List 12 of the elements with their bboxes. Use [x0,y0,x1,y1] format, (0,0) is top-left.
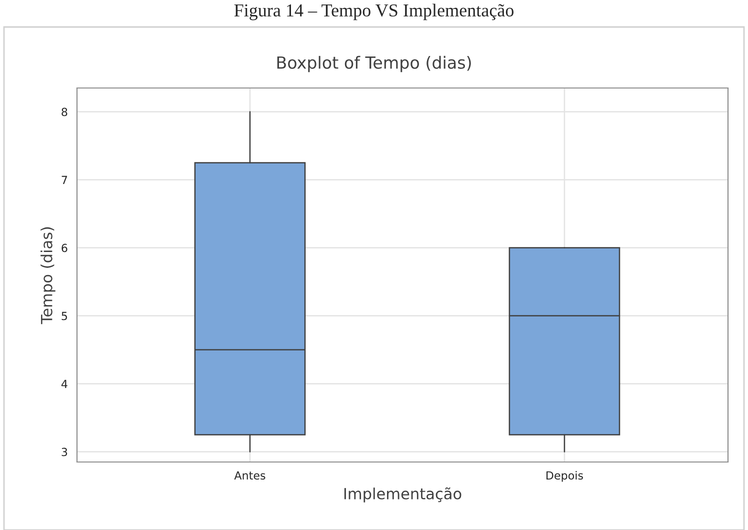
chart-subtitle: Boxplot of Tempo (dias) [277,56,471,72]
y-tick-label: 6 [62,244,68,252]
y-tick-label: 7 [62,176,68,184]
x-tick-label: Depois [546,471,583,482]
y-tick-label: 5 [62,312,67,320]
y-axis-title: Tempo (dias) [40,227,56,324]
x-axis-title: Implementação [344,487,462,502]
x-tick-label: Antes [234,471,266,480]
y-tick-label: 4 [61,380,68,388]
y-tick-label: 3 [62,448,68,456]
y-tick-label: 8 [62,108,68,116]
chart-title: Figura 14 – Tempo VS Implementação [234,4,514,20]
